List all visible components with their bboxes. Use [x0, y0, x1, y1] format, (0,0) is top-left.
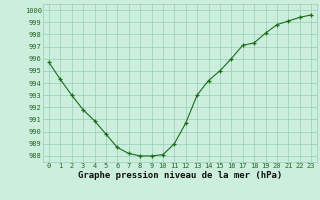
X-axis label: Graphe pression niveau de la mer (hPa): Graphe pression niveau de la mer (hPa)	[78, 171, 282, 180]
